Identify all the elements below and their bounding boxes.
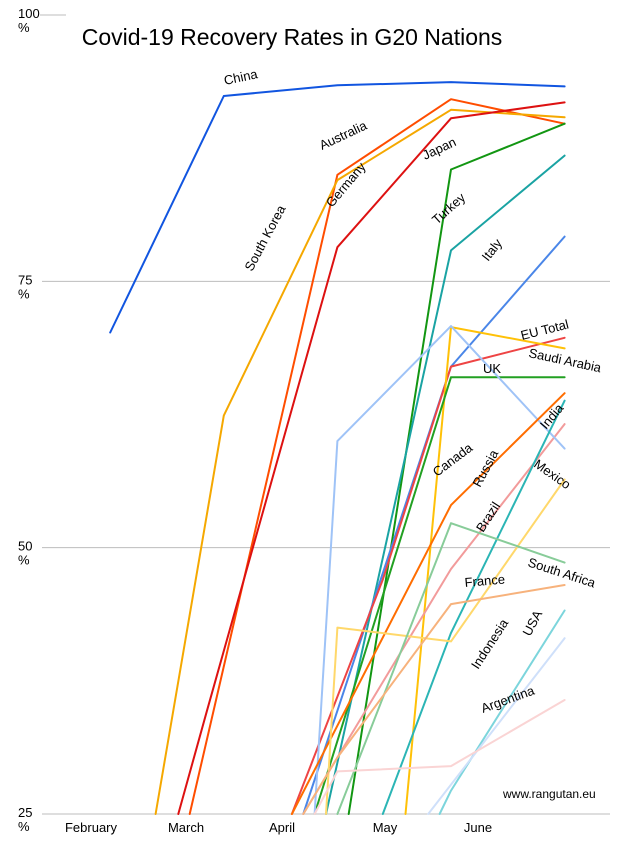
series-line-eu-total: [290, 336, 566, 815]
series-line-indonesia: [438, 609, 566, 815]
series-line-japan: [347, 122, 566, 815]
series-line-brazil: [325, 478, 566, 815]
series-line-russia: [381, 399, 566, 815]
y-tick-unit: %: [18, 819, 30, 834]
series-line-turkey: [325, 154, 566, 815]
chart-title: Covid-19 Recovery Rates in G20 Nations: [82, 24, 503, 50]
x-tick-label: May: [373, 820, 398, 835]
series-label-france: France: [464, 572, 506, 590]
x-tick-label: April: [269, 820, 295, 835]
credit-text: www.rangutan.eu: [502, 787, 596, 801]
series-lines: [109, 81, 566, 815]
y-tick-unit: %: [18, 553, 30, 568]
y-tick-label: 100: [18, 6, 40, 21]
y-tick-label: 75: [18, 272, 32, 287]
y-tick-label: 50: [18, 539, 32, 554]
series-line-south-africa: [336, 522, 566, 815]
series-label-china: China: [223, 66, 260, 88]
x-tick-label: June: [464, 820, 492, 835]
x-axis-ticks: February March April May June: [65, 820, 492, 835]
series-line-mexico: [313, 325, 566, 815]
series-line-usa: [427, 637, 566, 815]
series-line-france: [302, 584, 566, 815]
series-line-china: [109, 81, 566, 334]
series-line-uk: [313, 376, 566, 815]
y-tick-unit: %: [18, 286, 30, 301]
series-label-uk: UK: [483, 361, 501, 376]
y-tick-label: 25: [18, 805, 32, 820]
y-axis-ticks: 25%50%75%100%: [18, 6, 40, 834]
x-tick-label: February: [65, 820, 118, 835]
series-line-canada: [290, 392, 566, 815]
y-tick-unit: %: [18, 20, 30, 35]
series-line-germany: [177, 101, 566, 815]
series-line-argentina: [313, 699, 566, 815]
series-line-australia: [188, 98, 566, 815]
series-line-india: [302, 423, 566, 815]
x-tick-label: March: [168, 820, 204, 835]
